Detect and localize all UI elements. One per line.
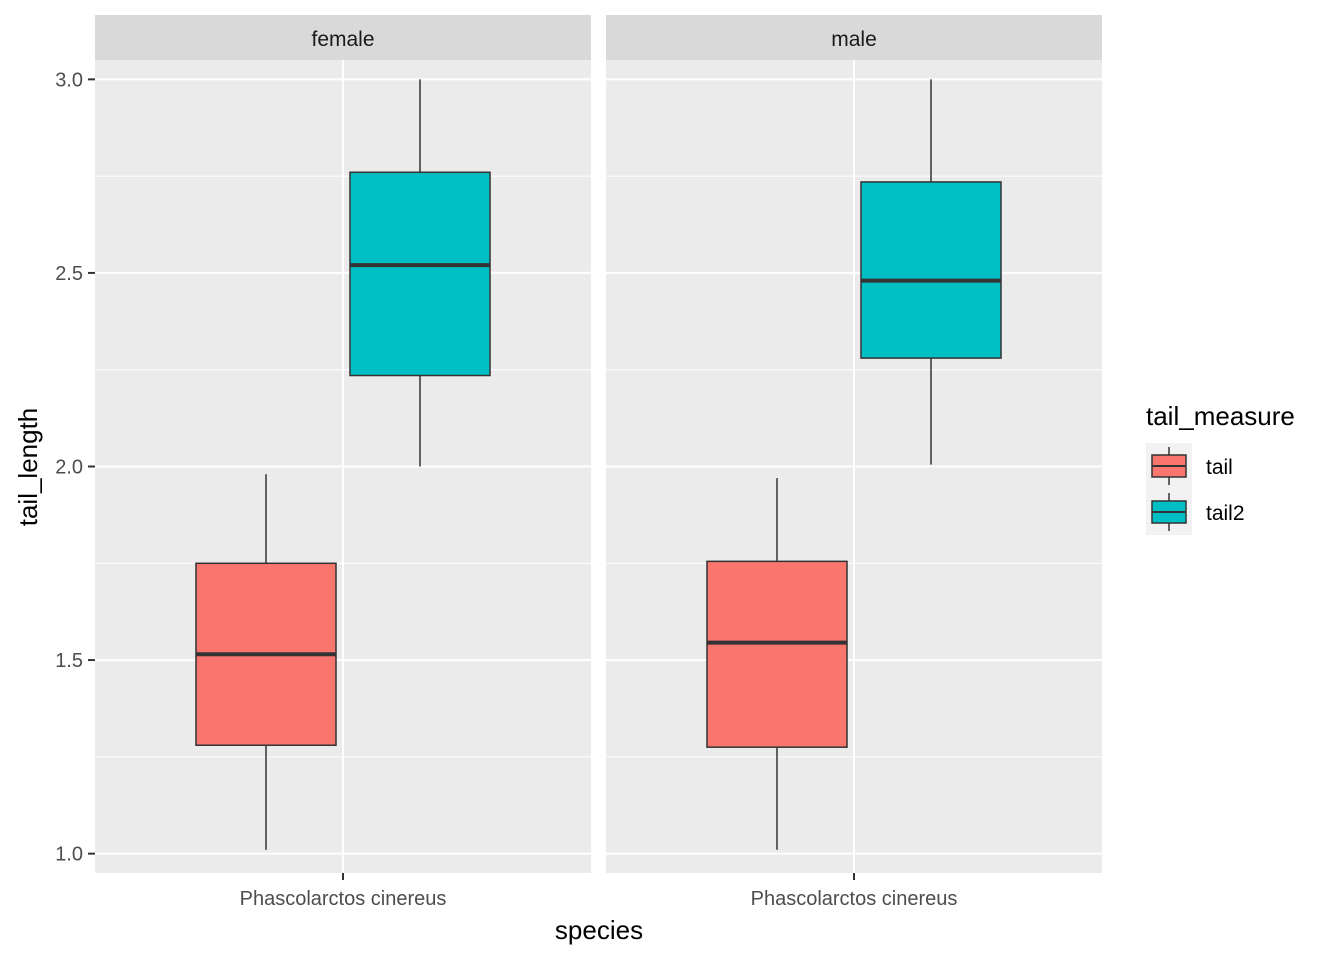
- box-tail: [706, 478, 848, 850]
- box-body: [349, 171, 491, 377]
- facet-strip-label: male: [831, 28, 877, 51]
- box-tail: [195, 474, 337, 850]
- y-axis-title: tail_length: [13, 408, 43, 527]
- facet-strip-label: female: [311, 28, 374, 51]
- y-axis: 1.0 1.5 2.0 2.5 3.0: [55, 69, 95, 866]
- box-tail2: [860, 79, 1002, 465]
- legend: tail_measure tail tail2: [1146, 401, 1295, 535]
- facet-strip: [95, 15, 591, 60]
- legend-item-tail: tail: [1146, 443, 1233, 489]
- box-tail2: [349, 79, 491, 467]
- legend-title: tail_measure: [1146, 401, 1295, 431]
- facet-female: female Phascolarctos cinereus: [95, 15, 591, 910]
- x-axis-title: species: [555, 915, 643, 945]
- y-tick-label: 3.0: [55, 69, 83, 91]
- facet-male: male Phascolarctos cinereus: [606, 15, 1102, 910]
- x-tick-label: Phascolarctos cinereus: [240, 888, 447, 910]
- legend-label: tail: [1206, 456, 1233, 479]
- legend-items: tail tail2: [1146, 443, 1245, 535]
- y-tick-label: 2.5: [55, 263, 83, 285]
- box-body: [706, 560, 848, 748]
- y-tick-label: 1.5: [55, 650, 83, 672]
- facet-strip: [606, 15, 1102, 60]
- legend-label: tail2: [1206, 502, 1245, 525]
- y-tick-label: 2.0: [55, 457, 83, 479]
- facet-panels: female Phascolarctos cinereus male Phascola…: [95, 15, 1102, 910]
- box-body: [860, 181, 1002, 359]
- x-tick-label: Phascolarctos cinereus: [751, 888, 958, 910]
- legend-item-tail2: tail2: [1146, 489, 1245, 535]
- y-tick-label: 1.0: [55, 844, 83, 866]
